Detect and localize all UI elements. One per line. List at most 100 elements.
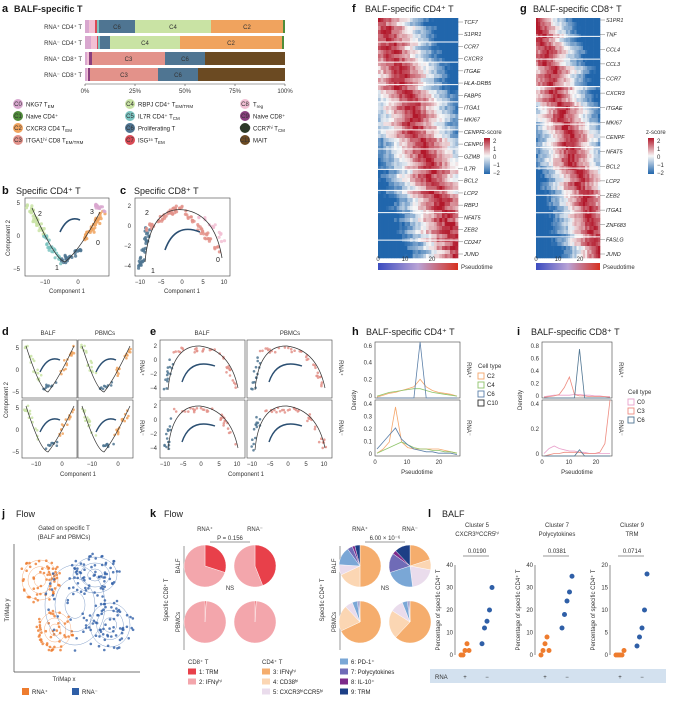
cell-point: [112, 609, 115, 613]
cell-point: [88, 577, 92, 580]
heat-cell: [591, 42, 594, 47]
heat-cell: [455, 74, 459, 79]
heat-cell: [434, 222, 437, 227]
heat-cell: [402, 158, 405, 163]
heat-cell: [378, 218, 381, 223]
heat-cell: [559, 118, 562, 123]
cell-point: [54, 570, 57, 574]
heat-cell: [428, 94, 432, 99]
heat-cell: [428, 218, 432, 223]
legend-text: RNA⁻: [82, 690, 98, 696]
heat-cell: [391, 118, 395, 123]
heat-cell: [450, 230, 453, 235]
heat-cell: [388, 150, 392, 155]
heat-cell: [597, 194, 601, 199]
heat-cell: [589, 146, 592, 151]
heat-cell: [383, 22, 387, 27]
heat-cell: [444, 250, 448, 255]
heat-cell: [546, 182, 550, 187]
bar-segment: [85, 20, 89, 33]
heat-cell: [542, 242, 545, 247]
heat-cell: [589, 206, 592, 211]
heat-cell: [591, 174, 594, 179]
heat-cell: [553, 118, 556, 123]
heat-cell: [597, 146, 601, 151]
density-contour: [21, 559, 59, 601]
heat-cell: [450, 86, 453, 91]
heat-cell: [580, 158, 584, 163]
heat-cell: [415, 246, 419, 251]
heat-cell: [431, 70, 435, 75]
cell-point: [30, 204, 34, 208]
heat-cell: [436, 154, 440, 159]
heat-cell: [548, 142, 552, 147]
heat-cell: [553, 226, 556, 231]
heat-cell: [585, 150, 588, 155]
cell-point: [108, 577, 112, 581]
cell-point: [69, 618, 72, 621]
heat-cell: [546, 114, 550, 119]
heat-cell: [399, 202, 403, 207]
heat-cell: [593, 234, 597, 239]
heat-cell: [589, 158, 592, 163]
y-tick: 0: [536, 394, 540, 400]
heat-cell: [444, 166, 448, 171]
heat-cell: [402, 46, 405, 51]
heat-cell: [597, 70, 601, 75]
heat-cell: [544, 242, 547, 247]
cell-point: [29, 354, 33, 358]
heat-cell: [585, 234, 588, 239]
heat-cell: [582, 218, 586, 223]
heat-cell: [418, 246, 421, 251]
heat-cell: [396, 34, 400, 39]
cell-point: [206, 410, 210, 413]
heat-cell: [576, 150, 579, 155]
heat-cell: [559, 234, 562, 239]
heat-cell: [428, 190, 432, 195]
heat-cell: [402, 182, 405, 187]
heat-cell: [439, 146, 443, 151]
cell-point: [277, 346, 281, 350]
heat-cell: [402, 22, 405, 27]
heat-cell: [436, 86, 440, 91]
heat-cell: [391, 162, 395, 167]
heat-cell: [572, 42, 575, 47]
heat-cell: [391, 138, 395, 143]
heat-cell: [402, 202, 405, 207]
heat-cell: [570, 94, 573, 99]
heat-cell: [423, 154, 427, 159]
heat-cell: [578, 154, 582, 159]
heat-cell: [418, 174, 421, 179]
trajectory-arrow: [39, 418, 61, 433]
heat-cell: [388, 202, 392, 207]
heat-cell: [595, 226, 599, 231]
heat-cell: [557, 82, 560, 87]
heat-cell: [574, 66, 577, 71]
heat-cell: [396, 242, 400, 247]
heat-cell: [540, 114, 543, 119]
heat-cell: [391, 34, 395, 39]
heat-cell: [585, 134, 588, 139]
heat-cell: [415, 110, 419, 115]
cell-point: [228, 374, 232, 377]
heat-cell: [404, 58, 408, 63]
gene-label: ITGA1: [464, 105, 480, 111]
heat-cell: [444, 42, 448, 47]
heat-cell: [378, 222, 381, 227]
cell-point: [205, 233, 209, 237]
cell-point: [91, 552, 94, 556]
cell-point: [166, 377, 169, 381]
heat-cell: [436, 66, 440, 71]
heat-cell: [402, 150, 405, 155]
heat-cell: [439, 58, 443, 63]
heat-cell: [591, 210, 594, 215]
heat-cell: [578, 254, 582, 259]
density-line: [543, 399, 611, 457]
heat-cell: [380, 222, 384, 227]
cell-point: [101, 585, 104, 588]
heat-cell: [402, 206, 405, 211]
heat-cell: [593, 30, 597, 35]
heat-cell: [434, 218, 437, 223]
cell-point: [79, 571, 83, 575]
heat-cell: [561, 214, 565, 219]
